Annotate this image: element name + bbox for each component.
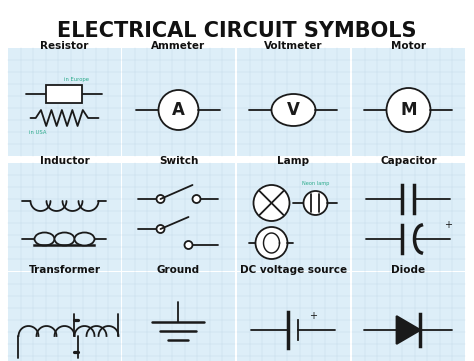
Circle shape (156, 195, 164, 203)
Text: Voltmeter: Voltmeter (264, 41, 323, 51)
Ellipse shape (272, 94, 316, 126)
Bar (8, 48, 121, 156)
Bar (46, 85, 82, 103)
Bar (122, 48, 235, 156)
Text: ELECTRICAL CIRCUIT SYMBOLS: ELECTRICAL CIRCUIT SYMBOLS (57, 21, 417, 41)
Circle shape (254, 185, 290, 221)
Bar (237, 163, 350, 271)
Bar (237, 48, 350, 156)
Text: Lamp: Lamp (277, 156, 310, 166)
Bar (122, 163, 235, 271)
Text: +: + (310, 311, 318, 321)
Text: DC voltage source: DC voltage source (240, 265, 347, 275)
Text: in USA: in USA (29, 130, 47, 135)
Text: Switch: Switch (159, 156, 198, 166)
Text: Inductor: Inductor (40, 156, 90, 166)
Text: Neon lamp: Neon lamp (302, 180, 329, 186)
Text: Capacitor: Capacitor (380, 156, 437, 166)
Text: Transformer: Transformer (28, 265, 100, 275)
Bar (352, 272, 465, 361)
Circle shape (184, 241, 192, 249)
Circle shape (255, 227, 288, 259)
Bar (8, 163, 121, 271)
Text: in Europe: in Europe (64, 78, 89, 83)
Text: Motor: Motor (391, 41, 426, 51)
Circle shape (386, 88, 430, 132)
Polygon shape (396, 316, 420, 344)
Text: Ground: Ground (157, 265, 200, 275)
Circle shape (303, 191, 328, 215)
Bar (8, 272, 121, 361)
Text: V: V (287, 101, 300, 119)
Bar (352, 48, 465, 156)
Text: M: M (400, 101, 417, 119)
Circle shape (156, 225, 164, 233)
Text: +: + (445, 220, 453, 230)
Text: Ammeter: Ammeter (151, 41, 206, 51)
Text: Diode: Diode (392, 265, 426, 275)
Ellipse shape (55, 232, 74, 245)
Ellipse shape (35, 232, 55, 245)
Bar (352, 163, 465, 271)
Text: A: A (172, 101, 185, 119)
Circle shape (158, 90, 199, 130)
Bar (122, 272, 235, 361)
Bar (237, 272, 350, 361)
Text: Resistor: Resistor (40, 41, 89, 51)
Circle shape (192, 195, 201, 203)
Ellipse shape (74, 232, 94, 245)
